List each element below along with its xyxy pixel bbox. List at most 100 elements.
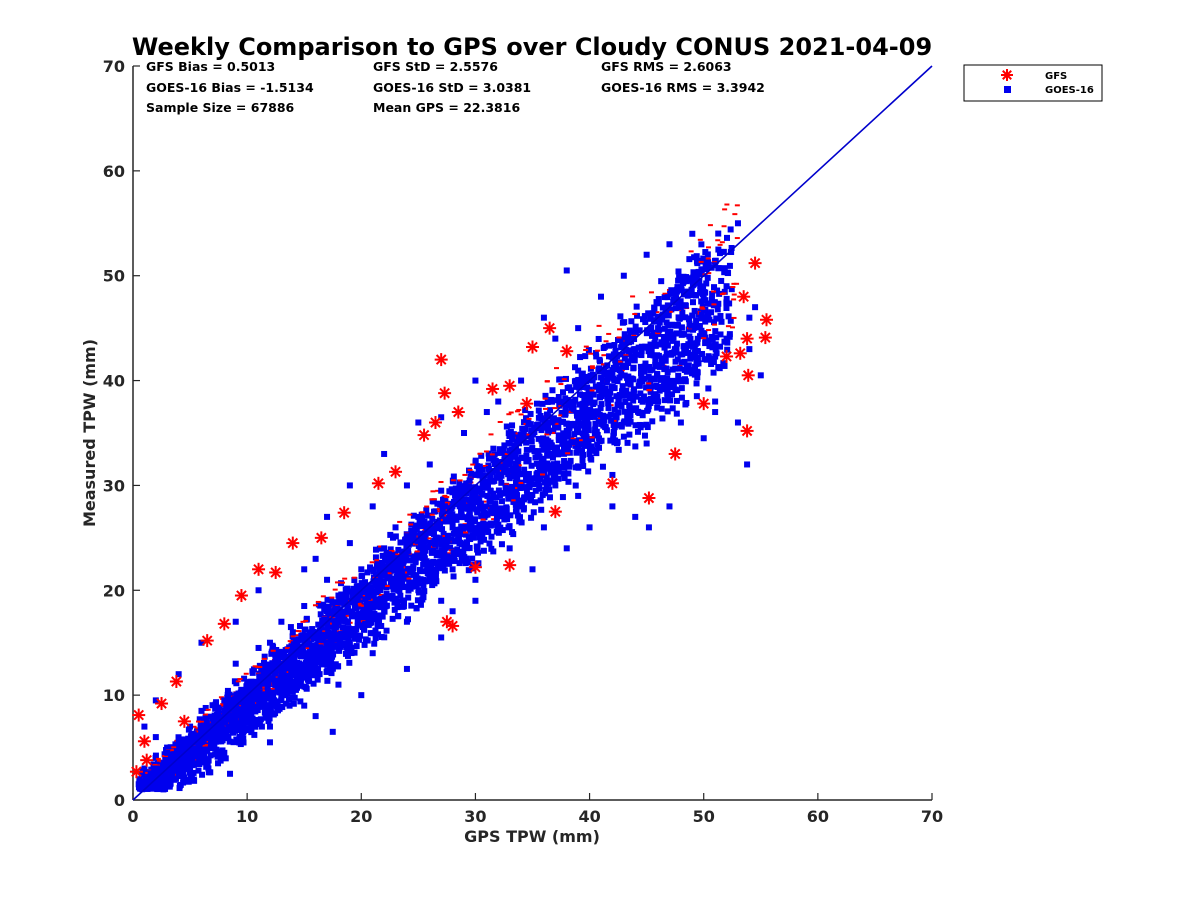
goes16-point <box>335 592 342 599</box>
goes16-cloud-point <box>265 718 272 725</box>
goes16-cloud-point <box>195 767 202 774</box>
goes16-cloud-point <box>453 516 460 523</box>
goes16-cloud-point <box>520 506 527 513</box>
goes16-cloud-point <box>407 569 414 576</box>
goes16-cloud-point <box>211 712 218 719</box>
gfs-cloud-point <box>361 604 367 607</box>
goes16-cloud-point <box>609 354 616 361</box>
goes16-cloud-point <box>687 342 694 349</box>
y-tick-label: 30 <box>103 476 125 495</box>
goes16-cloud-point <box>424 570 431 577</box>
goes16-point <box>175 739 182 746</box>
goes16-cloud-point <box>473 488 480 495</box>
goes16-point <box>278 681 285 688</box>
goes16-cloud-point <box>636 382 643 389</box>
goes16-cloud-point <box>633 303 640 310</box>
goes16-point <box>187 723 194 730</box>
goes16-point <box>506 545 513 552</box>
gfs-cloud-point <box>667 310 673 313</box>
goes16-cloud-point <box>632 422 639 429</box>
gfs-cloud-point <box>698 260 704 263</box>
goes16-cloud-point <box>619 363 626 370</box>
goes16-cloud-point <box>583 393 590 400</box>
goes16-cloud-point <box>615 336 622 343</box>
goes16-cloud-point <box>594 431 601 438</box>
goes16-cloud-point <box>702 307 709 314</box>
goes16-point <box>575 492 582 499</box>
goes16-cloud-point <box>682 401 689 408</box>
goes16-cloud-point <box>493 467 500 474</box>
goes16-cloud-point <box>541 479 548 486</box>
goes16-cloud-point <box>371 640 378 647</box>
goes16-cloud-point <box>138 772 145 779</box>
goes16-cloud-point <box>619 319 626 326</box>
goes16-point <box>221 697 228 704</box>
goes16-cloud-point <box>176 743 183 750</box>
goes16-point <box>227 770 234 777</box>
goes16-point <box>483 409 490 416</box>
gfs-cloud-point <box>711 303 717 306</box>
goes16-cloud-point <box>664 375 671 382</box>
goes16-cloud-point <box>486 498 493 505</box>
goes16-cloud-point <box>282 682 289 689</box>
goes16-cloud-point <box>498 498 505 505</box>
goes16-cloud-point <box>703 314 710 321</box>
goes16-cloud-point <box>725 313 732 320</box>
goes16-point <box>415 587 422 594</box>
goes16-cloud-point <box>705 385 712 392</box>
goes16-point <box>677 304 684 311</box>
goes16-cloud-point <box>342 650 349 657</box>
goes16-point <box>255 587 262 594</box>
gfs-cloud-point <box>195 730 201 733</box>
goes16-cloud-point <box>693 380 700 387</box>
goes16-cloud-point <box>704 274 711 281</box>
goes16-cloud-point <box>519 484 526 491</box>
goes16-cloud-point <box>581 416 588 423</box>
gfs-cloud-point <box>662 292 668 295</box>
y-tick-label: 50 <box>103 267 125 286</box>
goes16-cloud-point <box>568 387 575 394</box>
goes16-cloud-point <box>536 463 543 470</box>
gfs-cloud-point <box>205 708 211 711</box>
goes16-cloud-point <box>386 571 393 578</box>
goes16-cloud-point <box>701 330 708 337</box>
goes16-cloud-point <box>302 666 309 673</box>
legend-goes16-label: GOES-16 <box>1045 85 1094 96</box>
gfs-cloud-point <box>312 604 318 607</box>
goes16-cloud-point <box>664 387 671 394</box>
goes16-cloud-point <box>621 331 628 338</box>
goes16-cloud-point <box>336 647 343 654</box>
goes16-cloud-point <box>698 266 705 273</box>
goes16-cloud-point <box>477 466 484 473</box>
goes16-cloud-point <box>654 362 661 369</box>
goes16-cloud-point <box>676 365 683 372</box>
gfs-cloud-point <box>722 208 728 211</box>
goes16-cloud-point <box>352 635 359 642</box>
goes16-cloud-point <box>249 715 256 722</box>
goes16-cloud-point <box>285 677 292 684</box>
goes16-cloud-point <box>410 512 417 519</box>
goes16-cloud-point <box>699 350 706 357</box>
goes16-cloud-point <box>238 686 245 693</box>
goes16-cloud-point <box>509 435 516 442</box>
goes16-cloud-point <box>261 659 268 666</box>
goes16-cloud-point <box>454 546 461 553</box>
goes16-cloud-point <box>289 665 296 672</box>
goes16-cloud-point <box>477 538 484 545</box>
gfs-point <box>740 424 754 438</box>
series-gfs <box>129 203 773 792</box>
goes16-cloud-point <box>573 438 580 445</box>
goes16-cloud-point <box>403 554 410 561</box>
goes16-cloud-point <box>246 727 253 734</box>
goes16-cloud-point <box>599 463 606 470</box>
goes16-cloud-point <box>728 245 735 252</box>
goes16-cloud-point <box>540 466 547 473</box>
goes16-cloud-point <box>214 753 221 760</box>
goes16-cloud-point <box>437 563 444 570</box>
goes16-cloud-point <box>216 704 223 711</box>
stat-goes-std: GOES-16 StD = 3.0381 <box>373 80 531 95</box>
goes16-cloud-point <box>593 353 600 360</box>
goes16-cloud-point <box>702 297 709 304</box>
goes16-cloud-point <box>550 428 557 435</box>
gfs-cloud-point <box>510 499 516 502</box>
